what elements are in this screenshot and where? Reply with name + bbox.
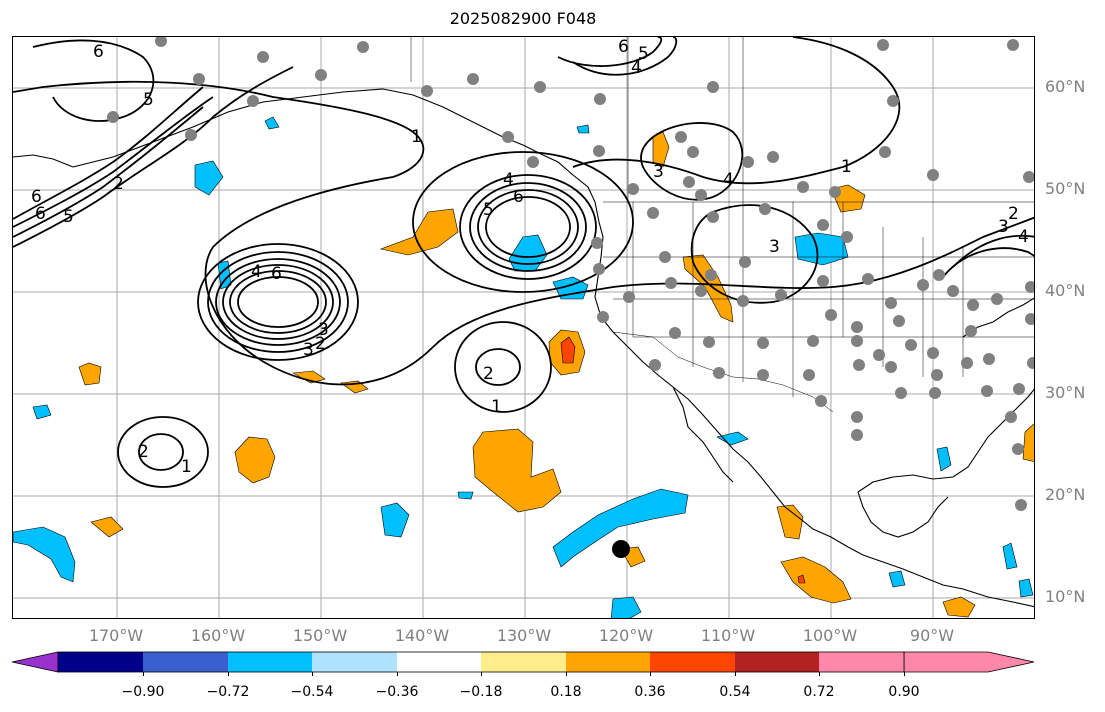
colorbar-segment bbox=[735, 652, 819, 672]
colorbar-extend-high bbox=[903, 651, 1035, 673]
contour-label: 3 bbox=[653, 162, 664, 182]
colorbar-tick bbox=[312, 672, 313, 676]
lat-label: 10°N bbox=[1045, 587, 1086, 606]
contour-label: 5 bbox=[638, 44, 649, 64]
colorbar-segment bbox=[312, 652, 397, 672]
contour-label: 3 bbox=[318, 320, 329, 340]
colorbar-tick-label: 0.54 bbox=[719, 684, 751, 700]
negative-anomaly-areas bbox=[13, 116, 1034, 618]
colorbar-segment bbox=[650, 652, 735, 672]
lon-label: 110°W bbox=[700, 626, 756, 645]
contour-label: 2 bbox=[483, 364, 494, 384]
figure-title: 2025082900 F048 bbox=[449, 9, 597, 28]
strong-positive-areas bbox=[560, 336, 806, 584]
contour-label: 3 bbox=[769, 237, 780, 257]
colorbar-tick-label: 0.90 bbox=[888, 684, 920, 700]
contour-label: 5 bbox=[483, 200, 494, 220]
colorbar-segment bbox=[819, 652, 904, 672]
contour-label: 6 bbox=[618, 37, 629, 57]
lon-label: 160°W bbox=[190, 626, 246, 645]
colorbar-segment bbox=[143, 652, 228, 672]
contour-label: 4 bbox=[503, 170, 514, 190]
lat-label: 40°N bbox=[1045, 281, 1086, 300]
contour-label: 2 bbox=[113, 174, 124, 194]
map-panel: 6 5 6 5 4 2 6 3 1 4 5 6 4 6 3 2 2 1 2 1 … bbox=[12, 36, 1035, 619]
colorbar-tick-label: −0.54 bbox=[290, 684, 334, 700]
colorbar-tick bbox=[566, 672, 567, 676]
contour-lines bbox=[13, 37, 1034, 488]
colorbar-segment bbox=[566, 652, 650, 672]
lat-label: 50°N bbox=[1045, 179, 1086, 198]
contour-label: 2 bbox=[315, 334, 326, 354]
lon-label: 170°W bbox=[88, 626, 144, 645]
lon-label: 130°W bbox=[496, 626, 552, 645]
colorbar-tick bbox=[481, 672, 482, 676]
lat-label: 30°N bbox=[1045, 383, 1086, 402]
contour-label: 4 bbox=[631, 58, 642, 78]
colorbar-extend-low bbox=[11, 651, 59, 673]
contour-label: 2 bbox=[138, 442, 149, 462]
map-canvas: 6 5 6 5 4 2 6 3 1 4 5 6 4 6 3 2 2 1 2 1 … bbox=[13, 37, 1034, 618]
storm-position-marker bbox=[612, 540, 630, 558]
colorbar-segment bbox=[228, 652, 312, 672]
colorbar-tick-label: −0.36 bbox=[375, 684, 419, 700]
contour-label: 6 bbox=[271, 264, 282, 284]
colorbar-segment bbox=[397, 652, 481, 672]
coastlines bbox=[13, 88, 1034, 608]
colorbar bbox=[11, 651, 1035, 673]
contour-label: 4 bbox=[723, 170, 734, 190]
anomaly-shading bbox=[13, 116, 1034, 618]
contour-label: 6 bbox=[35, 204, 46, 224]
colorbar-tick bbox=[397, 672, 398, 676]
contour-label: 1 bbox=[181, 457, 192, 477]
lon-label: 90°W bbox=[909, 626, 955, 645]
colorbar-tick-label: 0.18 bbox=[550, 684, 582, 700]
contour-label: 5 bbox=[63, 207, 74, 227]
colorbar-tick-label: −0.90 bbox=[121, 684, 165, 700]
colorbar-tick bbox=[650, 672, 651, 676]
contour-label: 1 bbox=[411, 127, 422, 147]
contour-label: 6 bbox=[93, 42, 104, 62]
lon-label: 140°W bbox=[394, 626, 450, 645]
contour-label: 6 bbox=[31, 187, 42, 207]
lon-label: 120°W bbox=[598, 626, 654, 645]
colorbar-segment bbox=[481, 652, 566, 672]
contour-label: 3 bbox=[303, 340, 314, 360]
contour-label: 4 bbox=[1018, 227, 1029, 247]
colorbar-tick-label: 0.36 bbox=[634, 684, 666, 700]
station-dots bbox=[107, 37, 1034, 511]
contour-label: 5 bbox=[143, 90, 154, 110]
lat-label: 20°N bbox=[1045, 485, 1086, 504]
lat-label: 60°N bbox=[1045, 77, 1086, 96]
contour-label: 2 bbox=[1008, 204, 1019, 224]
colorbar-tick bbox=[904, 672, 905, 676]
lon-label: 100°W bbox=[802, 626, 858, 645]
contour-label: 1 bbox=[491, 397, 502, 417]
colorbar-tick-label: 0.72 bbox=[803, 684, 835, 700]
contour-label: 3 bbox=[998, 217, 1009, 237]
contour-label: 1 bbox=[841, 157, 852, 177]
colorbar-tick bbox=[819, 672, 820, 676]
graticule bbox=[13, 37, 1034, 618]
colorbar-tick bbox=[143, 672, 144, 676]
colorbar-tick-label: −0.72 bbox=[206, 684, 250, 700]
contour-label-group: 6 5 6 5 4 2 6 3 1 4 5 6 4 6 3 2 2 1 2 1 … bbox=[31, 37, 1029, 477]
contour-label: 4 bbox=[251, 262, 262, 282]
colorbar-segment bbox=[58, 652, 143, 672]
colorbar-tick bbox=[228, 672, 229, 676]
colorbar-tick-label: −0.18 bbox=[459, 684, 503, 700]
political-borders bbox=[410, 37, 1034, 413]
colorbar-tick bbox=[735, 672, 736, 676]
lon-label: 150°W bbox=[292, 626, 348, 645]
contour-label: 6 bbox=[513, 187, 524, 207]
